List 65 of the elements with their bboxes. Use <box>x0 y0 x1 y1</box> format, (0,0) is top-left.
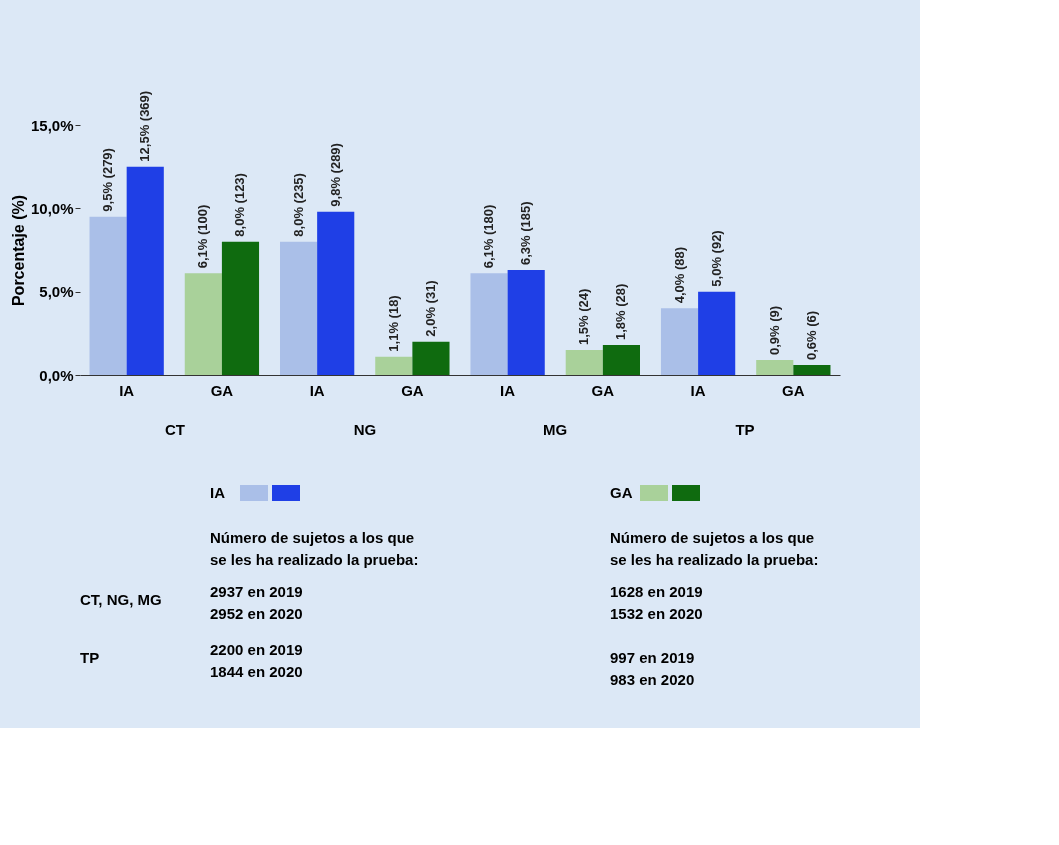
bar <box>565 350 603 375</box>
text: CT <box>165 421 185 438</box>
text: TP <box>735 421 755 438</box>
text: se les ha realizado la prueba: <box>210 551 419 568</box>
text: se les ha realizado la prueba: <box>610 551 819 568</box>
bar <box>470 273 508 375</box>
legend-label: GA <box>610 484 633 501</box>
y-tick-label: 10,0% <box>30 199 74 217</box>
y-tick-label: 5,0% <box>39 283 74 301</box>
bar <box>793 365 831 375</box>
x-tick-label: GA <box>210 381 234 399</box>
x-tick-label: IA <box>690 381 706 399</box>
bar <box>698 291 736 375</box>
data-label: 0,9% (9) <box>766 305 782 355</box>
bar <box>89 216 127 375</box>
text: 1844 en 2020 <box>210 663 303 680</box>
text: 2200 en 2019 <box>210 641 303 658</box>
data-label: 9,8% (289) <box>327 143 343 207</box>
data-label: 6,1% (100) <box>195 204 211 269</box>
text: 2952 en 2020 <box>210 605 303 622</box>
bar <box>602 345 640 375</box>
y-axis-title: Porcentaje (%) <box>9 194 27 307</box>
bar <box>221 241 260 375</box>
data-label: 1,1% (18) <box>385 295 401 352</box>
data-label: 1,5% (24) <box>576 288 592 345</box>
bar <box>756 360 794 375</box>
text: 2937 en 2019 <box>210 583 303 600</box>
bar <box>317 211 355 375</box>
y-tick-label: 15,0% <box>30 116 74 134</box>
bar <box>375 356 413 375</box>
x-tick-label: IA <box>119 381 135 399</box>
bar <box>660 308 699 375</box>
data-label: 6,1% (180) <box>481 204 497 269</box>
data-label: 6,3% (185) <box>518 201 534 265</box>
text: TP <box>80 649 100 666</box>
text: CT, NG, MG <box>80 591 162 608</box>
data-label: 0,6% (6) <box>803 310 819 360</box>
text: Número de sujetos a los que <box>610 529 815 546</box>
x-tick-label: GA <box>782 381 805 399</box>
text: 983 en 2020 <box>610 671 695 688</box>
text: NG <box>353 421 377 438</box>
data-label: 5,0% (92) <box>708 230 724 287</box>
x-tick-label: IA <box>309 381 325 399</box>
data-label: 12,5% (369) <box>137 90 153 162</box>
text: 1532 en 2020 <box>610 605 703 622</box>
data-label: 9,5% (279) <box>100 148 116 212</box>
x-tick-label: GA <box>591 381 615 399</box>
y-tick-label: 0,0% <box>39 366 74 384</box>
data-label: 8,0% (123) <box>232 173 248 237</box>
text: 1628 en 2019 <box>610 583 703 600</box>
x-tick-label: IA <box>500 381 516 399</box>
data-label: 8,0% (235) <box>290 173 306 237</box>
bar <box>507 270 545 375</box>
bar <box>184 273 222 375</box>
legend-label: IA <box>210 484 226 501</box>
data-label: 1,8% (28) <box>613 283 629 340</box>
text: Número de sujetos a los que <box>210 529 415 546</box>
data-label: 4,0% (88) <box>671 246 687 304</box>
x-tick-label: GA <box>401 381 424 399</box>
text: MG <box>542 421 568 438</box>
bar <box>412 341 450 375</box>
text: 997 en 2019 <box>610 649 695 666</box>
bar <box>280 241 318 375</box>
data-label: 2,0% (31) <box>422 280 438 337</box>
bar <box>126 166 164 375</box>
